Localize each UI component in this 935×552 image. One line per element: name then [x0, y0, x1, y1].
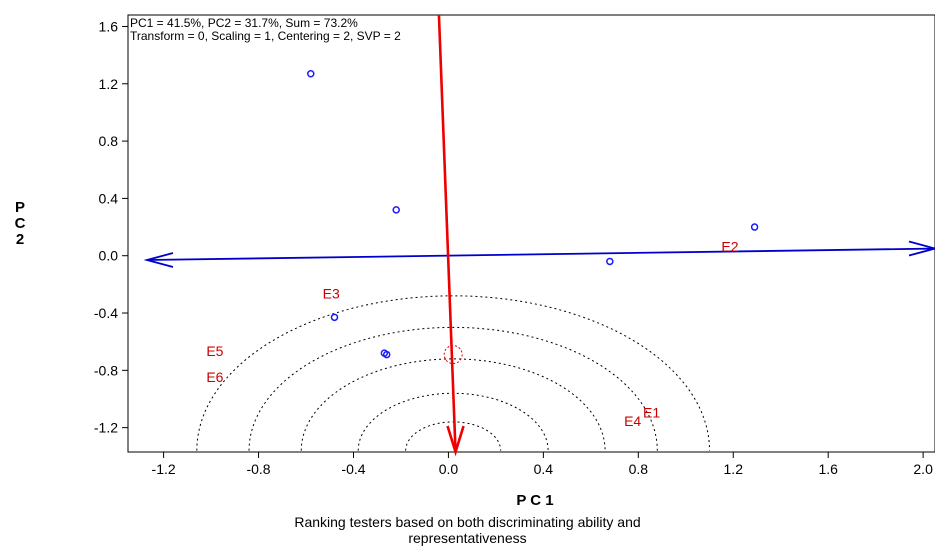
x-tick-label-9: 2.0: [913, 461, 933, 477]
concentric-circle-5: [196, 295, 711, 451]
label-e2: E2: [721, 238, 738, 254]
y-tick-label-5: 0.0: [99, 248, 119, 264]
y-axis-title-line-1: P: [15, 199, 25, 216]
y-axis-ticks: 1.6 1.2 0.8 0.4 0.0 -0.4 -0.8 -1.2: [94, 18, 128, 436]
data-point-3: [750, 223, 759, 231]
y-axis-title: P C 2: [15, 199, 26, 248]
x-tick-label-2: -0.8: [246, 461, 270, 477]
ordinate-vector: [437, 14, 457, 453]
axis-arrow-right: [908, 240, 935, 257]
average-environment-axis: [146, 247, 935, 261]
point-series: [307, 69, 759, 359]
y-tick-label-6: -0.4: [94, 305, 118, 321]
concentric-circle-3: [300, 358, 606, 451]
stats-line-2: Transform = 0, Scaling = 1, Centering = …: [130, 29, 401, 43]
x-tick-label-7: 1.2: [724, 461, 744, 477]
plot-frame: [127, 14, 935, 453]
x-axis-title: P C 1: [516, 492, 553, 509]
x-tick-label-1: -1.2: [152, 461, 176, 477]
data-point-7: [382, 350, 391, 359]
label-e3: E3: [323, 286, 340, 302]
x-tick-label-5: 0.4: [534, 461, 554, 477]
y-axis-title-line-3: 2: [16, 231, 24, 248]
data-point-5: [330, 313, 339, 322]
y-tick-label-4: 0.4: [99, 190, 119, 206]
plot-area: [127, 14, 935, 453]
x-axis-ticks: -1.2 -0.8 -0.4 0.0 0.4 0.8 1.2 1.6 2.0: [152, 452, 933, 477]
label-e6: E6: [206, 369, 223, 385]
x-tick-label-8: 1.6: [818, 461, 838, 477]
ideal-point-marker: [443, 345, 463, 365]
label-e1: E1: [643, 405, 660, 421]
data-point-1: [307, 69, 315, 78]
y-tick-label-7: -0.8: [94, 362, 118, 378]
data-point-4: [606, 257, 614, 266]
x-tick-label-3: -0.4: [341, 461, 365, 477]
axis-lines: [143, 14, 935, 457]
chart-caption-line-2: representativeness: [408, 530, 527, 546]
stats-line-1: PC1 = 41.5%, PC2 = 31.7%, Sum = 73.2%: [130, 16, 358, 30]
x-tick-label-4: 0.0: [439, 461, 459, 477]
concentric-circle-4: [248, 327, 658, 451]
y-tick-label-8: -1.2: [94, 420, 118, 436]
vector-arrow-head: [446, 425, 465, 457]
y-tick-label-2: 1.2: [99, 76, 119, 92]
label-e5: E5: [206, 343, 223, 359]
x-tick-label-6: 0.8: [629, 461, 649, 477]
y-axis-title-line-2: C: [15, 215, 26, 232]
y-tick-label-3: 0.8: [99, 133, 119, 149]
chart-caption-line-1: Ranking testers based on both discrimina…: [294, 514, 641, 530]
axis-arrow-left: [143, 252, 174, 268]
y-tick-label-1: 1.6: [99, 18, 119, 34]
data-point-2: [392, 206, 400, 214]
label-e4: E4: [624, 413, 641, 429]
